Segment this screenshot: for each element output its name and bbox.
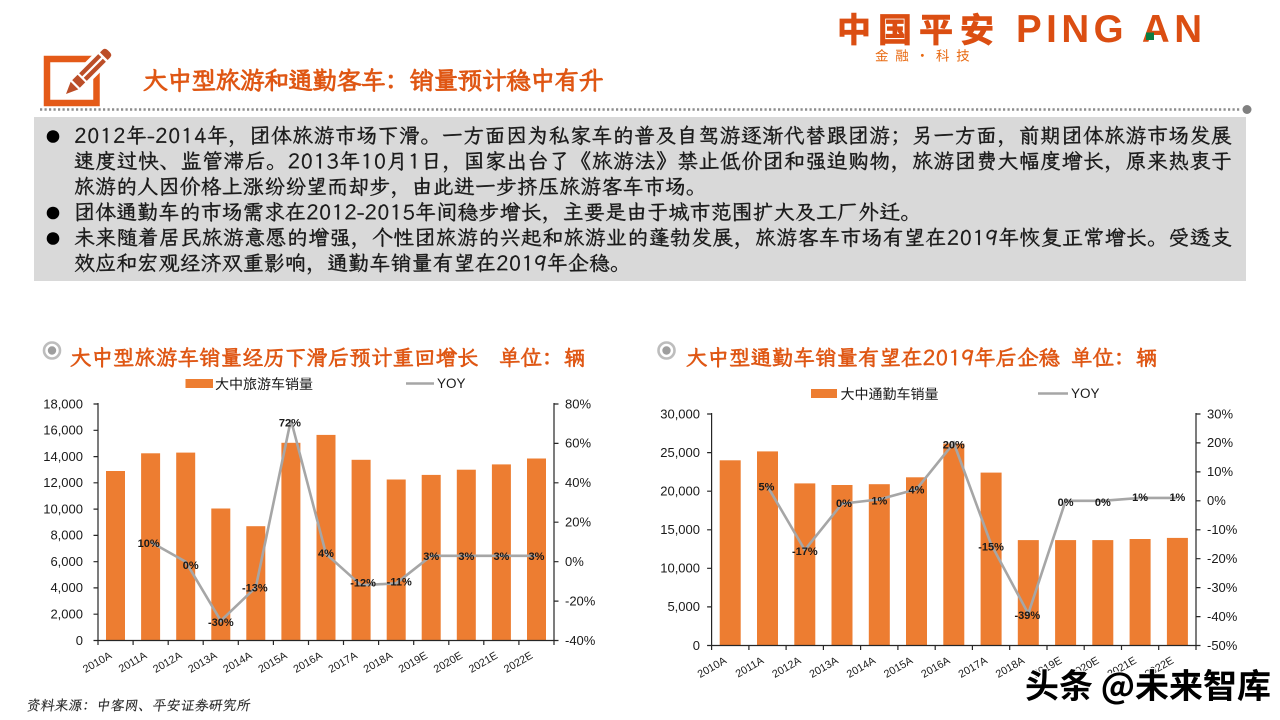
svg-text:18,000: 18,000 — [43, 396, 83, 411]
svg-text:-12%: -12% — [350, 577, 376, 589]
svg-text:30%: 30% — [1207, 406, 1233, 421]
svg-text:20%: 20% — [943, 439, 965, 451]
svg-text:60%: 60% — [565, 436, 591, 451]
svg-text:YOY: YOY — [1071, 386, 1100, 401]
svg-text:0%: 0% — [565, 554, 584, 569]
svg-text:40%: 40% — [565, 475, 591, 490]
svg-text:0%: 0% — [1095, 497, 1111, 509]
svg-text:1%: 1% — [1132, 492, 1148, 504]
svg-text:-20%: -20% — [1207, 551, 1238, 566]
svg-text:0%: 0% — [836, 498, 852, 510]
svg-text:-50%: -50% — [1207, 638, 1238, 653]
svg-text:0%: 0% — [183, 560, 199, 572]
svg-text:2,000: 2,000 — [50, 607, 83, 622]
svg-text:10,000: 10,000 — [660, 561, 700, 576]
svg-text:4,000: 4,000 — [50, 580, 83, 595]
svg-text:10%: 10% — [1207, 464, 1233, 479]
svg-text:-40%: -40% — [1207, 609, 1238, 624]
svg-text:20,000: 20,000 — [660, 484, 700, 499]
svg-text:-30%: -30% — [208, 617, 234, 629]
svg-text:-10%: -10% — [1207, 522, 1238, 537]
svg-text:-11%: -11% — [387, 576, 412, 588]
svg-text:-15%: -15% — [978, 542, 1004, 554]
svg-text:25,000: 25,000 — [660, 445, 700, 460]
svg-text:12,000: 12,000 — [43, 475, 83, 490]
svg-text:-13%: -13% — [242, 582, 268, 594]
svg-text:-40%: -40% — [565, 633, 596, 648]
svg-text:1%: 1% — [871, 495, 887, 507]
svg-text:3%: 3% — [529, 551, 545, 563]
svg-text:5%: 5% — [759, 481, 775, 493]
svg-text:5,000: 5,000 — [667, 599, 700, 614]
svg-text:10,000: 10,000 — [43, 501, 83, 516]
svg-text:-39%: -39% — [1014, 610, 1040, 622]
svg-text:15,000: 15,000 — [660, 522, 700, 537]
svg-text:4%: 4% — [318, 548, 334, 560]
svg-text:PING AN: PING AN — [1016, 8, 1207, 51]
svg-text:0: 0 — [693, 638, 700, 653]
svg-text:4%: 4% — [909, 485, 925, 497]
svg-text:1%: 1% — [1169, 492, 1185, 504]
svg-text:72%: 72% — [279, 417, 301, 429]
svg-text:30,000: 30,000 — [660, 406, 700, 421]
svg-text:10%: 10% — [138, 538, 160, 550]
svg-text:14,000: 14,000 — [43, 449, 83, 464]
svg-text:-30%: -30% — [1207, 580, 1238, 595]
svg-text:20%: 20% — [1207, 435, 1233, 450]
svg-text:3%: 3% — [493, 551, 509, 563]
svg-text:YOY: YOY — [437, 376, 466, 391]
svg-text:0%: 0% — [1058, 497, 1074, 509]
svg-text:3%: 3% — [423, 551, 439, 563]
svg-text:80%: 80% — [565, 396, 591, 411]
svg-text:8,000: 8,000 — [50, 528, 83, 543]
svg-text:0: 0 — [76, 633, 83, 648]
svg-text:-17%: -17% — [792, 546, 818, 558]
svg-text:20%: 20% — [565, 515, 591, 530]
svg-text:3%: 3% — [458, 551, 474, 563]
svg-text:-20%: -20% — [565, 593, 596, 608]
svg-text:0%: 0% — [1207, 493, 1226, 508]
svg-text:6,000: 6,000 — [50, 554, 83, 569]
svg-text:16,000: 16,000 — [43, 423, 83, 438]
